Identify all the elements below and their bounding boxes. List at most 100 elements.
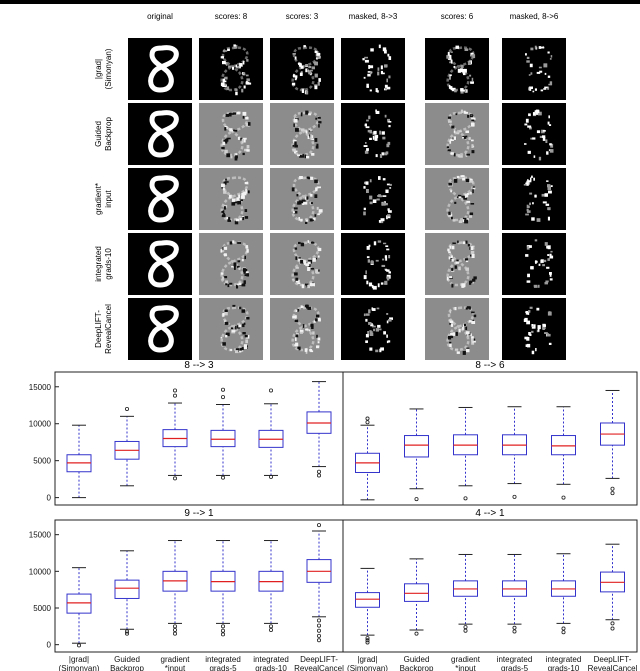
attribution-pixel bbox=[222, 141, 226, 146]
attribution-pixel bbox=[541, 193, 545, 197]
attribution-pixel bbox=[233, 44, 238, 49]
attribution-pixel bbox=[529, 192, 533, 195]
attribution-pixel bbox=[301, 199, 306, 202]
attribution-pixel bbox=[307, 261, 311, 265]
saliency-panel bbox=[199, 298, 263, 360]
attribution-pixel bbox=[533, 155, 536, 158]
digit-outline bbox=[220, 46, 249, 92]
box bbox=[66, 424, 92, 499]
attribution-pixel bbox=[239, 350, 242, 353]
attribution-pixel bbox=[236, 197, 240, 202]
attribution-pixel bbox=[471, 81, 473, 84]
attribution-pixel bbox=[310, 194, 313, 197]
attribution-pixel bbox=[369, 65, 374, 69]
attribution-pixel bbox=[305, 263, 310, 267]
attribution-pixel bbox=[387, 141, 391, 145]
attribution-pixel bbox=[526, 208, 529, 212]
x-tick-label-line: integrated bbox=[205, 655, 241, 664]
attribution-pixel bbox=[471, 119, 475, 122]
attribution-pixel bbox=[235, 153, 238, 155]
attribution-pixel bbox=[302, 201, 305, 205]
attribution-pixel bbox=[465, 218, 469, 221]
attribution-pixel bbox=[235, 88, 238, 91]
attribution-pixel bbox=[305, 64, 309, 67]
attribution-pixel bbox=[539, 70, 543, 73]
attribution-pixel bbox=[221, 214, 226, 218]
attribution-pixel bbox=[533, 177, 535, 181]
attribution-pixel bbox=[546, 180, 549, 182]
attribution-pixel bbox=[547, 216, 550, 221]
attribution-pixel bbox=[470, 203, 475, 205]
attribution-pixel bbox=[389, 183, 392, 186]
x-tick-label-line: (Simonyan) bbox=[347, 664, 388, 671]
attribution-pixel bbox=[464, 48, 469, 51]
attribution-pixel bbox=[232, 304, 236, 307]
box bbox=[162, 540, 188, 636]
attribution-pixel bbox=[380, 282, 384, 285]
attribution-pixel bbox=[368, 309, 371, 314]
attribution-pixel bbox=[534, 260, 538, 263]
attribution-pixel bbox=[546, 151, 549, 155]
attribution-pixel bbox=[242, 115, 245, 119]
box bbox=[306, 523, 332, 643]
outlier-point bbox=[414, 497, 419, 502]
digit-outline bbox=[446, 111, 475, 157]
attribution-pixel bbox=[528, 332, 531, 336]
attribution-pixel bbox=[447, 149, 451, 152]
attribution-pixel bbox=[472, 54, 476, 59]
attribution-pixel bbox=[526, 210, 531, 213]
attribution-pixel bbox=[365, 142, 367, 144]
attribution-pixel bbox=[462, 136, 467, 139]
attribution-pixel bbox=[221, 183, 225, 188]
attribution-pixel bbox=[233, 262, 237, 267]
box bbox=[453, 553, 478, 633]
box bbox=[404, 408, 429, 502]
attribution-pixel bbox=[225, 178, 227, 181]
attribution-pixel bbox=[461, 195, 466, 198]
attribution-pixel bbox=[464, 89, 467, 93]
attribution-pixel bbox=[310, 323, 314, 327]
attribution-pixel bbox=[242, 137, 247, 140]
attribution-pixel bbox=[292, 315, 296, 319]
attribution-pixel bbox=[525, 213, 529, 216]
box bbox=[502, 406, 527, 499]
attribution-pixel bbox=[318, 121, 322, 124]
attribution-pixel bbox=[304, 348, 308, 352]
attribution-pixel bbox=[247, 122, 251, 126]
attribution-pixel bbox=[384, 64, 388, 68]
x-tick-label-line: grads-10 bbox=[255, 664, 287, 671]
row-label-line1: |grad| bbox=[94, 59, 103, 79]
attribution-pixel bbox=[526, 280, 531, 283]
attribution-pixel bbox=[310, 134, 312, 139]
attribution-pixel bbox=[294, 247, 298, 250]
attribution-pixel bbox=[308, 329, 311, 332]
attribution-pixel bbox=[535, 348, 537, 352]
attribution-pixel bbox=[543, 88, 547, 90]
attribution-pixel bbox=[381, 131, 385, 135]
x-tick-label: |grad|(Simonyan) bbox=[347, 655, 388, 671]
attribution-pixel bbox=[221, 82, 225, 87]
attribution-pixel bbox=[230, 155, 233, 159]
attribution-pixel bbox=[305, 220, 308, 224]
row-label: Guided Backprop bbox=[94, 117, 113, 151]
attribution-pixel bbox=[245, 81, 248, 85]
x-tick-label-line: *input bbox=[455, 664, 476, 671]
attribution-pixel bbox=[451, 259, 454, 262]
attribution-pixel bbox=[524, 123, 528, 126]
box bbox=[162, 388, 188, 481]
attribution-pixel bbox=[450, 152, 454, 155]
attribution-pixel bbox=[364, 59, 369, 63]
attribution-pixel bbox=[291, 187, 295, 192]
attribution-pixel bbox=[455, 331, 458, 336]
plot-frame bbox=[54, 371, 344, 506]
attribution-pixel bbox=[388, 271, 391, 274]
attribution-pixel bbox=[244, 182, 249, 185]
attribution-pixel bbox=[226, 86, 230, 91]
column-label: scores: 6 bbox=[441, 12, 474, 21]
x-tick-label-line: RevealCancel bbox=[588, 664, 638, 671]
attribution-pixel bbox=[302, 324, 305, 328]
outlier-point bbox=[316, 469, 321, 474]
attribution-pixel bbox=[454, 89, 457, 93]
attribution-pixel bbox=[534, 88, 537, 91]
